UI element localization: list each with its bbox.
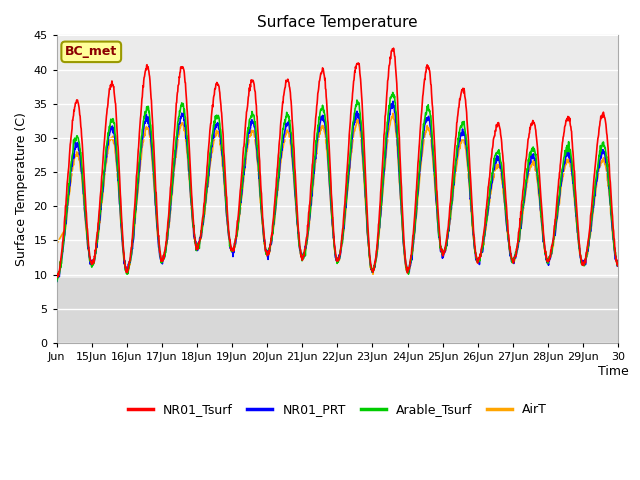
X-axis label: Time: Time [598,364,629,378]
Legend: NR01_Tsurf, NR01_PRT, Arable_Tsurf, AirT: NR01_Tsurf, NR01_PRT, Arable_Tsurf, AirT [123,398,552,421]
Bar [57,278,618,343]
Text: BC_met: BC_met [65,45,117,59]
Title: Surface Temperature: Surface Temperature [257,15,418,30]
Y-axis label: Surface Temperature (C): Surface Temperature (C) [15,112,28,266]
